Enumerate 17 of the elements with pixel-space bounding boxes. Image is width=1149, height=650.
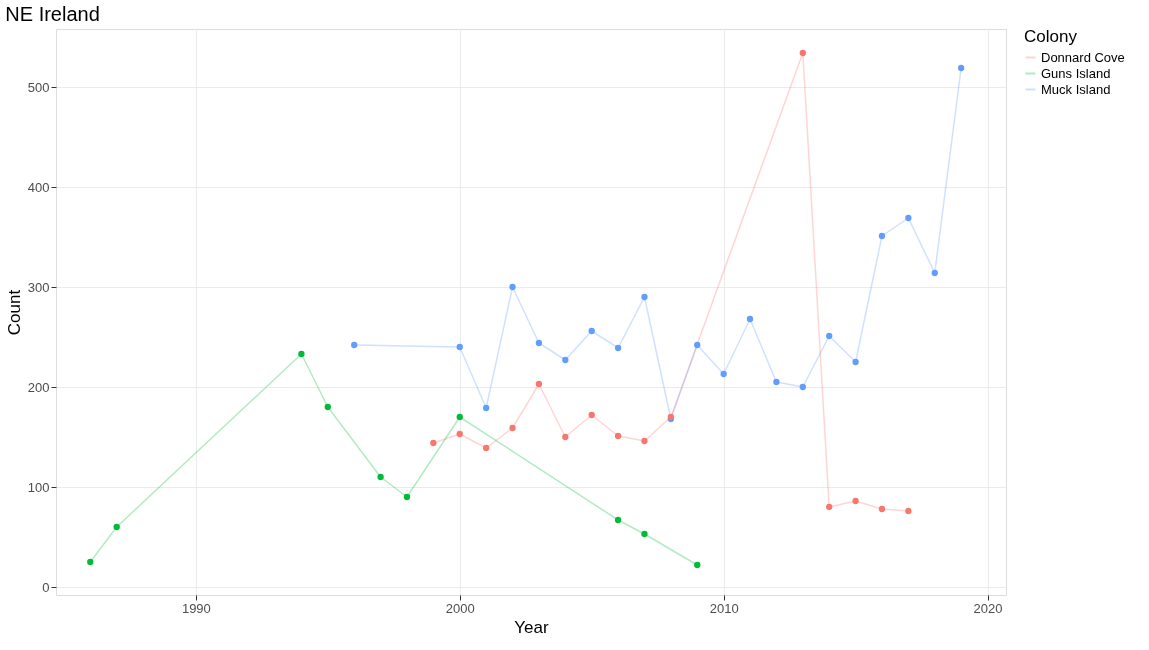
legend-label: Donnard Cove (1041, 49, 1125, 65)
legend-label: Muck Island (1041, 81, 1111, 97)
y-tick-label: 400 (27, 179, 50, 195)
x-tick-label: 2020 (973, 600, 1003, 616)
x-tick-label: 2000 (445, 600, 475, 616)
legend-title: Colony (1024, 27, 1078, 46)
x-tick-label: 2010 (709, 600, 739, 616)
y-axis-title: Count (4, 289, 24, 336)
y-tick-label: 100 (27, 479, 50, 495)
x-tick-label: 1990 (181, 600, 211, 616)
chart-title: NE Ireland (5, 3, 100, 25)
y-tick-label: 500 (27, 79, 50, 95)
x-axis-title: Year (514, 617, 550, 637)
y-tick-label: 200 (27, 379, 50, 395)
y-tick-label: 0 (42, 579, 50, 595)
legend-label: Guns Island (1041, 65, 1111, 81)
y-tick-label: 300 (27, 279, 50, 295)
